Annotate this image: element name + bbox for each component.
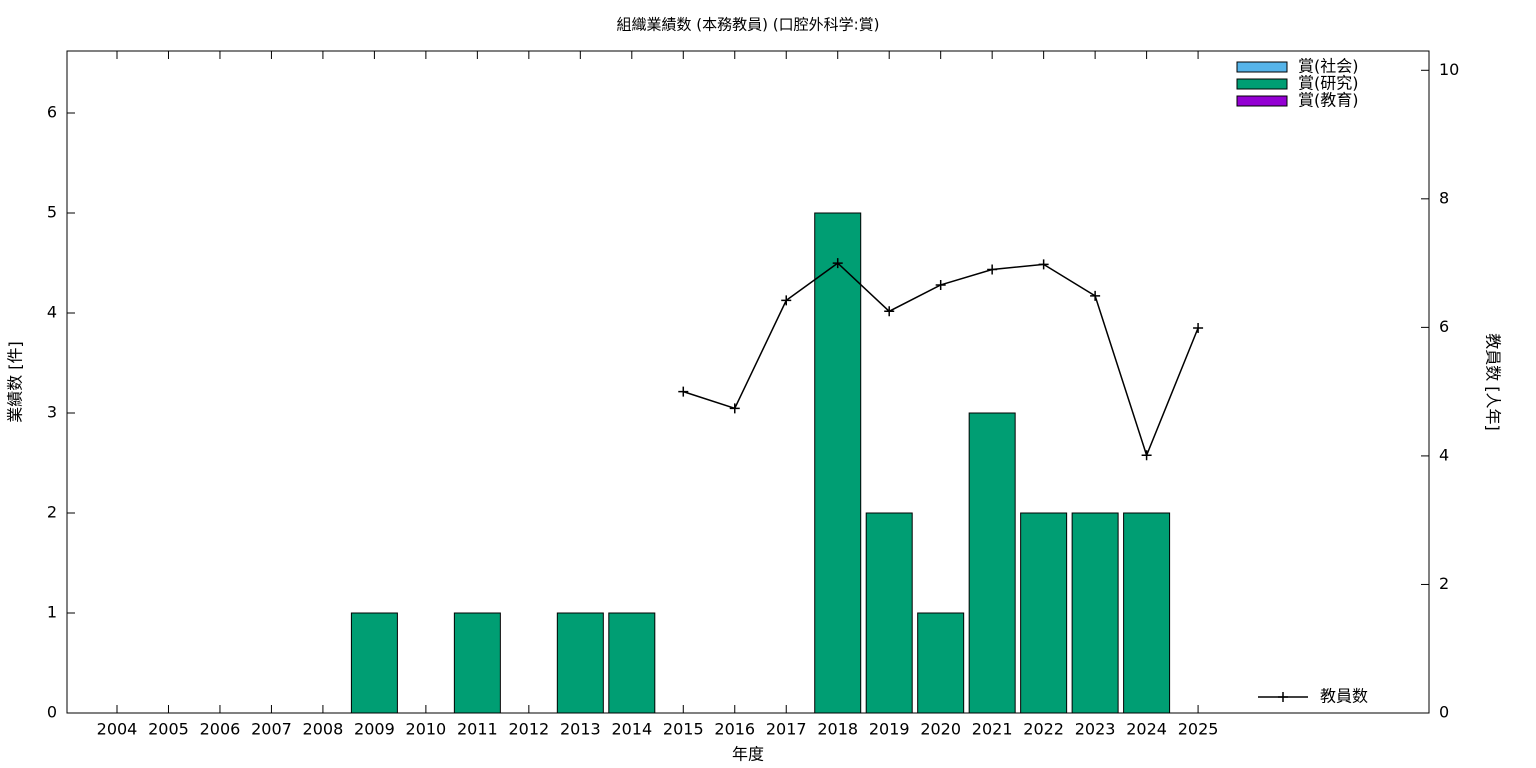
x-tick-label: 2015 (663, 720, 704, 739)
x-tick-label: 2008 (303, 720, 344, 739)
point (1141, 450, 1152, 461)
chart-title: 組織業績数 (本務教員) (口腔外科学:賞) (617, 16, 880, 34)
bar (608, 612, 656, 714)
legend-swatch (1236, 78, 1288, 90)
point (678, 386, 689, 397)
y-tick-label: 5 (47, 203, 57, 222)
x-tick-label: 2020 (920, 720, 961, 739)
point (884, 306, 895, 317)
y2-tick-label: 8 (1439, 188, 1449, 207)
x-tick-label: 2022 (1023, 720, 1064, 739)
line (683, 262, 1199, 458)
bar (1020, 512, 1068, 714)
point (987, 264, 998, 275)
x-tick-label: 2019 (869, 720, 910, 739)
x-tick-label: 2025 (1178, 720, 1219, 739)
x-tick-label: 2013 (560, 720, 601, 739)
x-tick-label: 2006 (200, 720, 241, 739)
bar (814, 212, 862, 714)
y2-tick-label: 4 (1439, 445, 1449, 464)
x-tick-label: 2018 (817, 720, 858, 739)
point (781, 295, 792, 306)
bar (1071, 512, 1119, 714)
x-tick-label: 2023 (1075, 720, 1116, 739)
y-axis-label: 業績数 [件] (6, 341, 25, 423)
bar (1123, 512, 1171, 714)
x-tick-label: 2007 (251, 720, 292, 739)
y-tick-label: 2 (47, 503, 57, 522)
legend-point (1278, 692, 1288, 702)
plot-frame (66, 50, 1430, 714)
y2-tick-label: 10 (1439, 60, 1459, 79)
point (1193, 323, 1204, 334)
point (1090, 290, 1101, 301)
legend-label: 賞(研究) (1298, 74, 1359, 93)
legend-swatch (1236, 95, 1288, 107)
bar (968, 412, 1016, 714)
y-tick-label: 4 (47, 303, 57, 322)
y-tick-label: 1 (47, 603, 57, 622)
x-tick-label: 2010 (406, 720, 447, 739)
y-tick-label: 3 (47, 403, 57, 422)
y2-tick-label: 2 (1439, 574, 1449, 593)
point (729, 403, 740, 414)
x-tick-label: 2012 (508, 720, 549, 739)
bar (350, 612, 398, 714)
x-tick-label: 2014 (611, 720, 652, 739)
legend-label: 賞(社会) (1298, 57, 1359, 76)
x-tick-label: 2024 (1126, 720, 1167, 739)
x-tick-label: 2009 (354, 720, 395, 739)
legend-label: 教員数 (1320, 687, 1368, 706)
legend-swatch (1236, 61, 1288, 73)
bar (556, 612, 604, 714)
bar (917, 612, 965, 714)
x-tick-label: 2004 (97, 720, 138, 739)
bar (453, 612, 501, 714)
y2-tick-label: 0 (1439, 703, 1449, 722)
x-tick-label: 2016 (714, 720, 755, 739)
x-tick-label: 2011 (457, 720, 498, 739)
point (832, 258, 843, 269)
y-tick-label: 6 (47, 103, 57, 122)
x-tick-label: 2017 (766, 720, 807, 739)
legend-label: 賞(教育) (1298, 91, 1359, 110)
x-axis-label: 年度 (732, 745, 764, 764)
x-tick-label: 2021 (972, 720, 1013, 739)
point (1038, 259, 1049, 270)
bar (865, 512, 913, 714)
y-tick-label: 0 (47, 703, 57, 722)
x-tick-label: 2005 (148, 720, 189, 739)
point (935, 279, 946, 290)
y2-tick-label: 6 (1439, 317, 1449, 336)
y2-axis-label: 教員数 [人年] (1484, 333, 1503, 431)
